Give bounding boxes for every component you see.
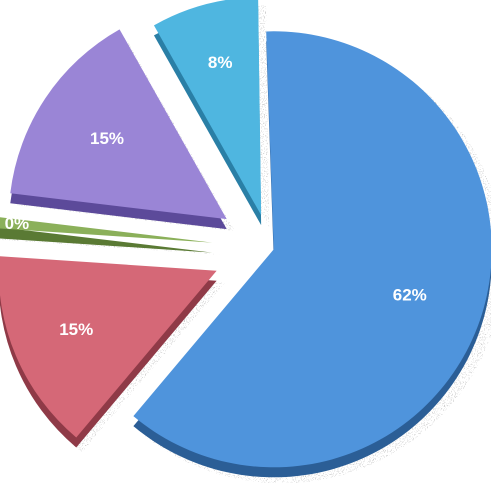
slice-label: 15% bbox=[90, 129, 124, 148]
slice-label: 62% bbox=[393, 286, 427, 305]
slice-depth bbox=[0, 227, 213, 253]
slice-label: 0% bbox=[5, 214, 30, 233]
slice-shadow bbox=[0, 228, 221, 255]
pie-slice bbox=[153, 0, 262, 216]
slice-label: 15% bbox=[59, 320, 93, 339]
slice-label: 8% bbox=[208, 53, 233, 72]
pie-slice bbox=[0, 256, 217, 438]
pie-slice bbox=[133, 31, 491, 468]
label-layer: 62% 15% 0% 15% 8% bbox=[5, 53, 427, 339]
pie-slice bbox=[10, 29, 227, 220]
pie-slice bbox=[0, 217, 213, 243]
slice-layer bbox=[0, 0, 491, 468]
